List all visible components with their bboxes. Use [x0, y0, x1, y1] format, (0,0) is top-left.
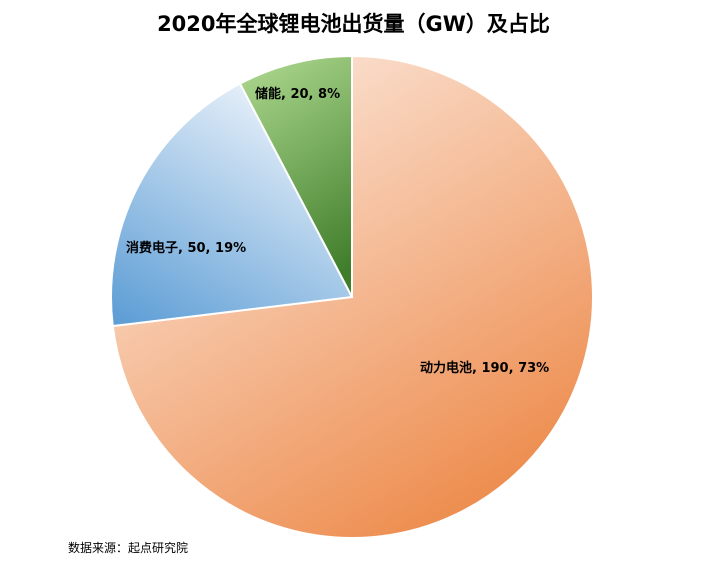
- source-note: 数据来源：起点研究院: [68, 541, 189, 555]
- pie-slices: [110, 54, 594, 539]
- pie-slice-label-1: 动力电池, 190, 73%: [420, 360, 549, 376]
- pie-slice-label-3: 储能, 20, 8%: [254, 86, 340, 102]
- pie-slice-3: [238, 54, 353, 298]
- pie-labels: 动力电池, 190, 73% 消费电子, 50, 19% 储能, 20, 8%: [126, 86, 549, 376]
- chart-title: 2020年全球锂电池出货量（GW）及占比: [157, 12, 550, 36]
- pie-slice-2: [110, 82, 354, 328]
- pie-slice-label-2: 消费电子, 50, 19%: [126, 240, 246, 256]
